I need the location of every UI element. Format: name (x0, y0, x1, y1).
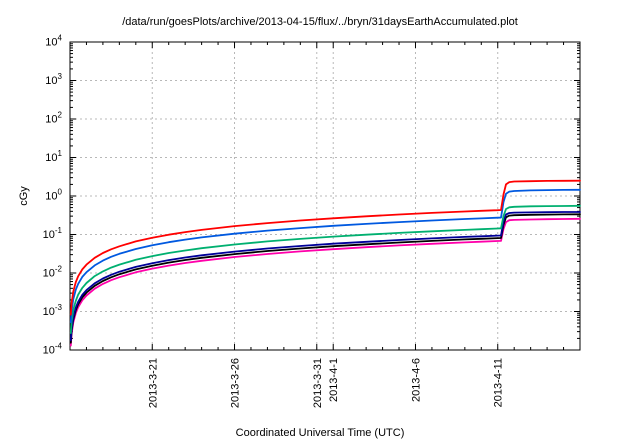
x-tick-label: 2013-3-26 (230, 358, 242, 408)
series-magenta-line (69, 217, 581, 347)
y-tick-label: 103 (45, 72, 62, 87)
y-tick-label: 100 (45, 188, 62, 203)
y-tick-label: 10-2 (43, 265, 63, 280)
plot-title: /data/run/goesPlots/archive/2013-04-15/f… (122, 16, 518, 28)
series-navy-line (69, 211, 581, 342)
x-axis-label: Coordinated Universal Time (UTC) (235, 427, 405, 439)
series-red-line (69, 179, 581, 316)
x-tick-label: 2013-4-1 (328, 358, 340, 402)
series-black-line (69, 213, 581, 344)
x-tick-label: 2013-3-21 (147, 358, 159, 408)
y-tick-label: 104 (45, 34, 62, 49)
y-axis-label: cGy (18, 186, 30, 206)
y-tick-label: 102 (45, 111, 62, 126)
x-tick-label: 2013-3-31 (312, 358, 324, 408)
x-tick-label: 2013-4-11 (493, 358, 505, 407)
plot-border (69, 41, 581, 351)
series-blue-line (69, 188, 581, 324)
y-tick-label: 101 (45, 149, 62, 164)
y-tick-label: 10-3 (43, 303, 63, 318)
y-tick-label: 10-4 (43, 342, 63, 357)
x-tick-label: 2013-4-6 (410, 358, 422, 402)
series-green-line (69, 204, 581, 335)
y-tick-label: 10-1 (43, 226, 63, 241)
